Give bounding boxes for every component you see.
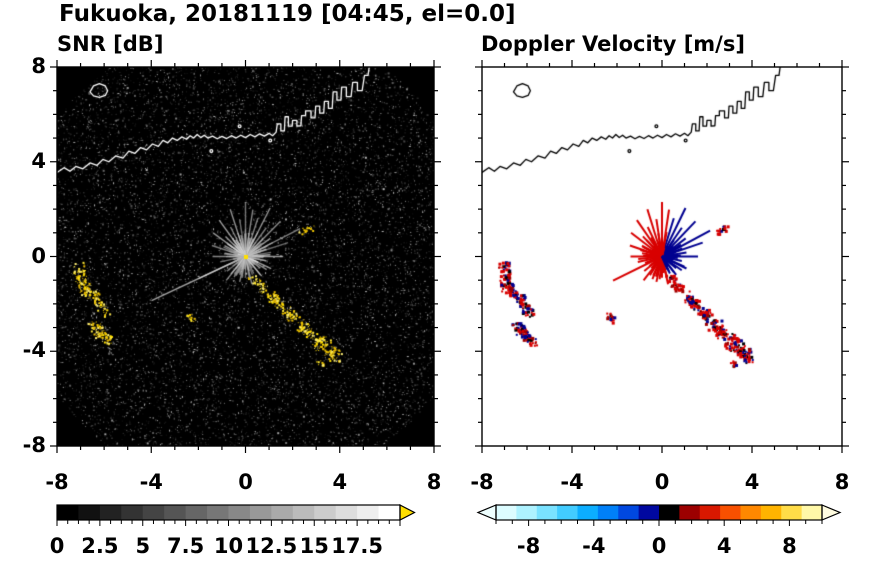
figure-title: Fukuoka, 20181119 [04:45, el=0.0] xyxy=(59,1,516,27)
x-tick-label: -4 xyxy=(560,470,584,494)
snr-colorbar-label: 12.5 xyxy=(245,534,298,558)
x-tick-label: -8 xyxy=(45,470,69,494)
velocity-colorbar-label: 0 xyxy=(651,534,667,558)
velocity-colorbar-label: 4 xyxy=(716,534,732,558)
doppler-plot-canvas xyxy=(482,67,842,446)
y-tick-label: -4 xyxy=(22,338,46,363)
doppler-panel-title: Doppler Velocity [m/s] xyxy=(481,32,745,56)
snr-colorbar-label: 7.5 xyxy=(167,534,205,558)
x-tick-label: 4 xyxy=(332,470,348,494)
y-tick-label: 0 xyxy=(31,243,46,268)
snr-colorbar-label: 2.5 xyxy=(81,534,119,558)
y-tick-label: 4 xyxy=(31,148,46,173)
x-tick-label: 8 xyxy=(426,470,442,494)
x-tick-label: -8 xyxy=(470,470,494,494)
snr-colorbar-label: 15 xyxy=(299,534,329,558)
velocity-colorbar-label: 8 xyxy=(782,534,797,558)
x-tick-label: 0 xyxy=(654,470,670,494)
x-tick-label: 8 xyxy=(834,470,850,494)
velocity-colorbar-label: -8 xyxy=(516,534,541,558)
snr-colorbar-label: 10 xyxy=(213,534,244,558)
x-tick-label: -4 xyxy=(139,470,163,494)
snr-colorbar-label: 17.5 xyxy=(331,534,384,558)
y-tick-label: 8 xyxy=(31,54,46,78)
x-tick-label: 4 xyxy=(744,470,760,494)
snr-colorbar-label: 0 xyxy=(49,534,65,558)
x-tick-label: 0 xyxy=(238,470,253,494)
snr-colorbar-label: 5 xyxy=(135,534,151,558)
y-tick-label: -8 xyxy=(22,433,46,457)
snr-panel-title: SNR [dB] xyxy=(57,32,164,56)
velocity-colorbar-label: -4 xyxy=(582,534,606,558)
snr-plot-canvas xyxy=(57,67,434,446)
